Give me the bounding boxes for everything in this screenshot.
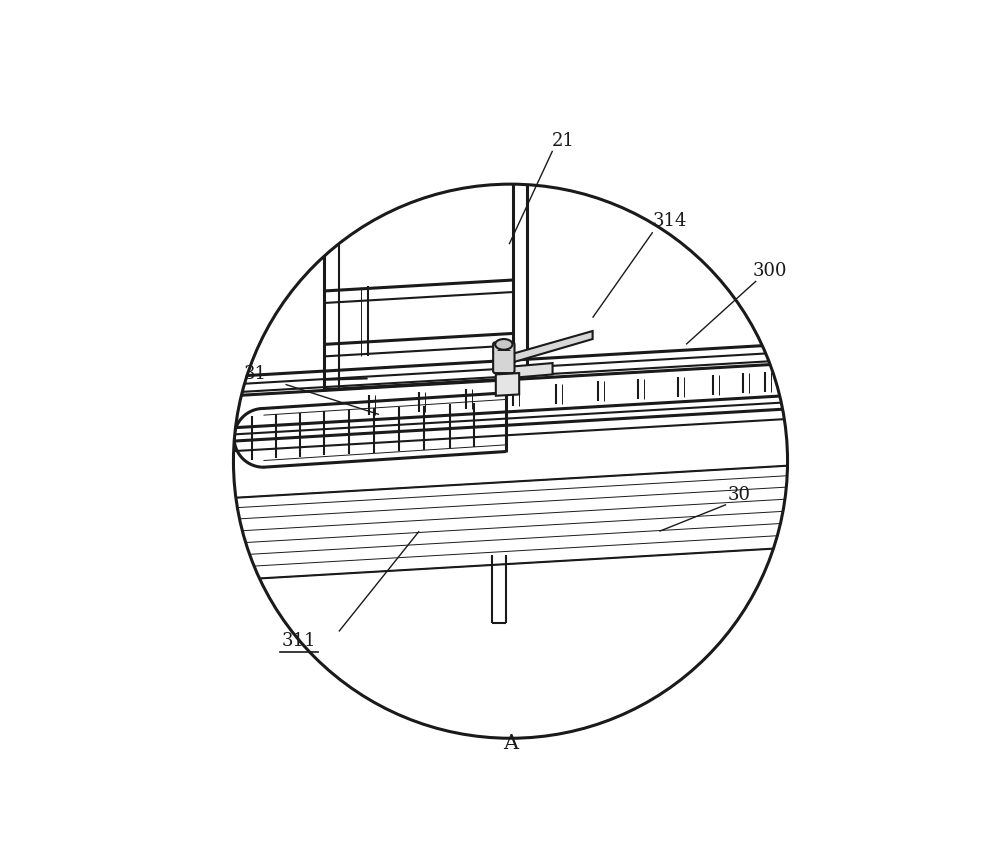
Text: 311: 311 xyxy=(282,632,316,650)
Ellipse shape xyxy=(495,339,512,349)
Text: 314: 314 xyxy=(652,212,687,230)
Text: A: A xyxy=(503,734,518,753)
Polygon shape xyxy=(496,373,519,395)
Text: 31: 31 xyxy=(244,365,267,383)
Text: 30: 30 xyxy=(728,486,751,504)
Text: 21: 21 xyxy=(552,132,575,150)
FancyBboxPatch shape xyxy=(493,342,515,373)
Polygon shape xyxy=(506,331,593,364)
Polygon shape xyxy=(498,363,553,379)
Text: 300: 300 xyxy=(752,262,787,280)
